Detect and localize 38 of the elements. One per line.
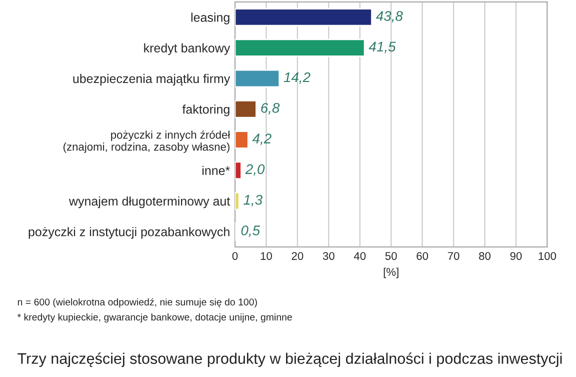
x-tick-label: 10 [260, 252, 272, 260]
data-label: 0,5 [241, 226, 260, 237]
x-tick-label: 40 [354, 252, 366, 260]
y-tick-label: pożyczki z instytucji pozabankowych [28, 227, 230, 239]
y-tick-label: pożyczki z innych źródeł (znajomi, rodzina, zasoby własne) [63, 130, 230, 153]
data-label: 41,5 [368, 42, 396, 54]
text: n = 600 (wielokrotna odpowiedź, nie sumuje się do 100) [18, 298, 257, 308]
y-tick-label: leasing [191, 12, 230, 24]
data-label: 14,2 [284, 72, 310, 84]
x-tick-label: 90 [510, 252, 522, 260]
x-axis-title: [%] [384, 268, 398, 278]
data-label: 1,3 [244, 194, 262, 206]
data-label: 6,8 [261, 102, 280, 114]
x-tick-label: 70 [448, 252, 460, 260]
data-label: 43,8 [376, 11, 403, 23]
bar [235, 192, 240, 210]
y-tick-label: faktoring [182, 104, 230, 116]
bar [235, 161, 242, 180]
bar [235, 69, 280, 88]
x-tick-label: 30 [322, 252, 334, 260]
bar [235, 8, 372, 26]
bar [235, 100, 257, 118]
x-tick-label: 80 [479, 252, 491, 260]
bar [235, 130, 249, 149]
bar [235, 38, 366, 57]
x-tick-label: 100 [538, 252, 556, 260]
x-tick-label: 50 [385, 252, 397, 260]
x-tick-label: 0 [232, 252, 238, 260]
data-label: 2,0 [245, 164, 265, 176]
y-tick-label: kredyt bankowy [144, 43, 230, 55]
data-label: 4,2 [252, 134, 272, 146]
y-tick-label: wynajem długoterminowy aut [68, 196, 230, 208]
text: * kredyty kupieckie, gwarancje bankowe, dotacje unijne, gminne [17, 313, 292, 322]
y-tick-label: ubezpieczenia majątku firmy [73, 74, 230, 86]
y-tick-label: inne* [202, 166, 230, 176]
x-tick-label: 20 [292, 252, 304, 260]
text: Trzy najczęściej stosowane produkty w bieżącej działalności i podczas inwestycji [18, 352, 562, 367]
x-tick-label: 60 [416, 252, 428, 260]
